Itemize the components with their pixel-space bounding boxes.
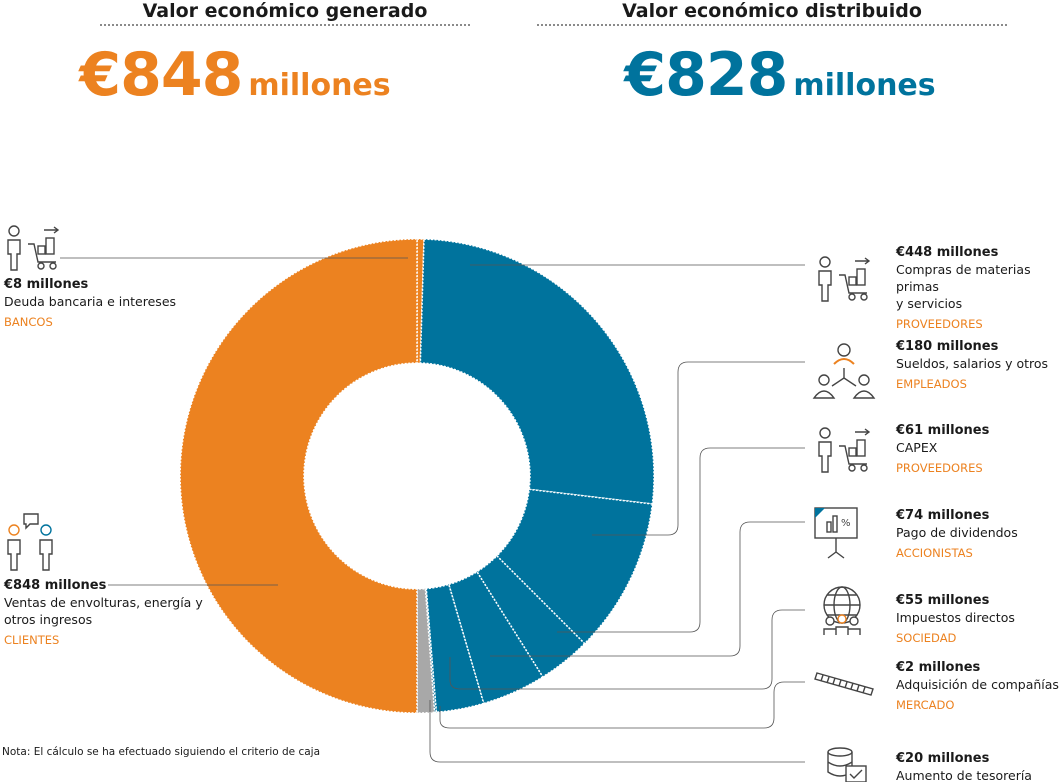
database-icon [827, 747, 867, 782]
dividend-chart-icon: % [814, 507, 858, 559]
leader-adquisicion [439, 681, 805, 729]
label-adquisicion: €2 millones Adquisición de compañías MER… [896, 659, 1061, 714]
distributed-amount: €828 [624, 40, 788, 110]
label-capex: €61 millones CAPEX PROVEEDORES [896, 422, 1061, 477]
label-clientes: €848 millones Ventas de envolturas, ener… [4, 577, 224, 649]
label-category: PROVEEDORES [896, 461, 983, 475]
footnote: Nota: El cálculo se ha efectuado siguien… [2, 746, 321, 758]
generated-total: €848 millones [60, 40, 410, 110]
donut-segment [419, 238, 655, 505]
label-amount: €8 millones [4, 277, 89, 292]
leader-sueldos [592, 361, 805, 536]
supplier-icon [7, 225, 60, 271]
label-category: MERCADO [896, 698, 955, 712]
distributed-header: Valor económico distribuido [537, 0, 1007, 26]
generated-title: Valor económico generado [142, 0, 428, 22]
label-category: CLIENTES [4, 633, 60, 647]
label-desc: Pago de dividendos [896, 525, 1018, 540]
svg-text:%: % [841, 518, 851, 529]
label-category: EMPLEADOS [896, 377, 967, 391]
label-category: PROVEEDORES [896, 317, 983, 331]
label-desc: Aumento de tesorería [896, 768, 1032, 783]
label-desc: otros ingresos [4, 612, 93, 627]
label-sueldos: €180 millones Sueldos, salarios y otros … [896, 338, 1061, 393]
label-desc: Sueldos, salarios y otros [896, 356, 1049, 371]
donut-segment [179, 238, 418, 714]
generated-unit: millones [248, 68, 391, 103]
label-amount: €74 millones [896, 508, 990, 523]
label-desc: Impuestos directos [896, 610, 1015, 625]
employees-icon [812, 343, 876, 399]
label-bancos: €8 millones Deuda bancaria e intereses B… [4, 276, 224, 331]
label-amount: €180 millones [896, 339, 999, 354]
label-amount: €448 millones [896, 245, 999, 260]
label-desc: Compras de materias primas [896, 262, 1031, 294]
label-amount: €2 millones [896, 660, 981, 675]
label-desc: Adquisición de compañías [896, 677, 1059, 692]
supplier-icon [818, 256, 871, 302]
label-category: BANCOS [4, 315, 53, 329]
leader-tesoreria [429, 700, 805, 763]
label-desc: y servicios [896, 296, 963, 311]
label-amount: €61 millones [896, 423, 990, 438]
leader-lines [60, 257, 805, 763]
label-amount: €55 millones [896, 593, 990, 608]
donut-segments [179, 238, 655, 714]
leader-impuestos [449, 609, 805, 690]
label-amount: €20 millones [896, 751, 990, 766]
label-compras: €448 millones Compras de materias primas… [896, 244, 1061, 333]
generated-header: Valor económico generado [100, 0, 470, 26]
generated-amount: €848 [79, 40, 243, 110]
distributed-rule [537, 24, 1007, 26]
label-category: ACCIONISTAS [896, 546, 973, 560]
label-dividendos: €74 millones Pago de dividendos ACCIONIS… [896, 507, 1061, 562]
distributed-total: €828 millones [600, 40, 960, 110]
leader-dividendos [490, 521, 805, 657]
supplier-icon [818, 427, 871, 473]
coin-stack-icon [814, 672, 874, 696]
donut-segment [424, 587, 438, 714]
label-desc: Ventas de envolturas, energía y [4, 595, 203, 610]
distributed-title: Valor económico distribuido [622, 0, 922, 22]
label-tesoreria: €20 millones Aumento de tesorería [896, 750, 1061, 784]
label-category: SOCIEDAD [896, 631, 957, 645]
label-desc: CAPEX [896, 440, 938, 455]
leader-capex [557, 447, 805, 633]
distributed-unit: millones [793, 68, 936, 103]
label-desc: Deuda bancaria e intereses [4, 294, 177, 309]
label-amount: €848 millones [4, 578, 107, 593]
society-globe-icon [823, 586, 861, 635]
clients-icon [7, 513, 53, 571]
label-impuestos: €55 millones Impuestos directos SOCIEDAD [896, 592, 1061, 647]
generated-rule [100, 24, 470, 26]
